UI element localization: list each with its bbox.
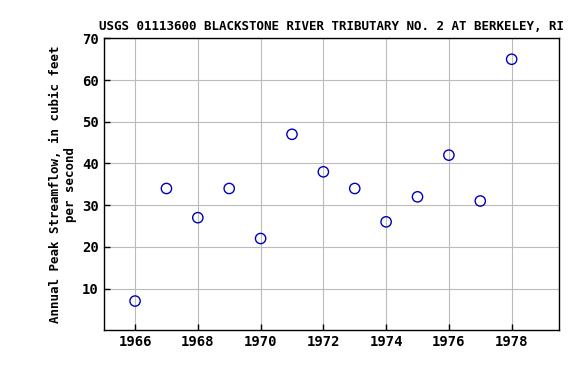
Point (130, 298, 139, 304)
Point (350, 185, 359, 192)
Y-axis label: Annual Peak Streamflow, in cubic feet
per second: Annual Peak Streamflow, in cubic feet pe… (48, 46, 77, 323)
Point (507, 56, 516, 62)
Point (319, 169, 328, 175)
Point (162, 185, 171, 192)
Point (225, 185, 234, 192)
Point (287, 131, 297, 137)
Point (193, 215, 202, 221)
Point (256, 235, 265, 242)
Point (444, 152, 453, 158)
Title: USGS 01113600 BLACKSTONE RIVER TRIBUTARY NO. 2 AT BERKELEY, RI: USGS 01113600 BLACKSTONE RIVER TRIBUTARY… (98, 20, 564, 33)
Point (476, 198, 485, 204)
Point (413, 194, 422, 200)
Point (381, 219, 391, 225)
